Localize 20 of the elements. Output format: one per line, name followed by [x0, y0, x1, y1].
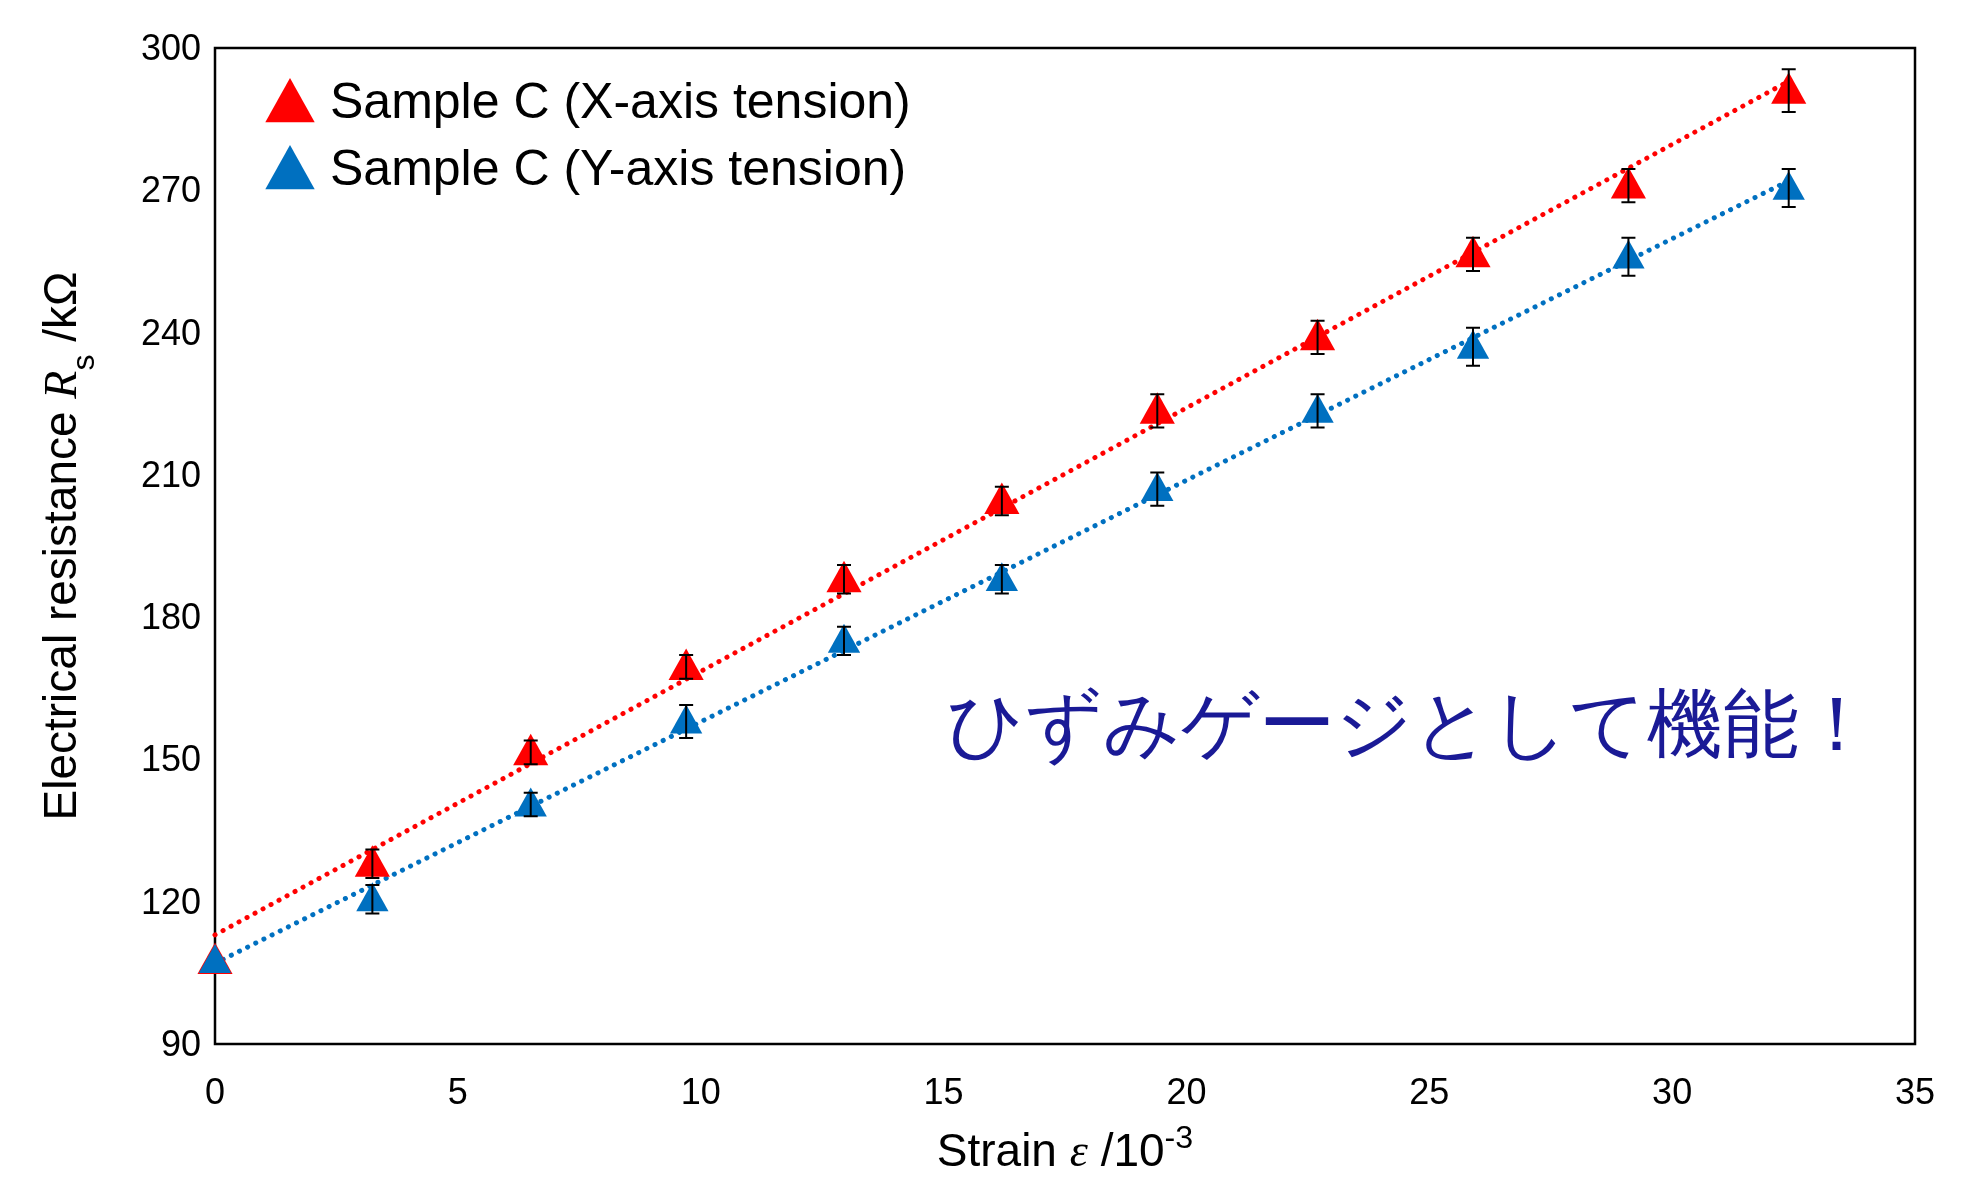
legend-label: Sample C (X-axis tension): [330, 73, 911, 129]
y-tick-label: 120: [140, 880, 201, 922]
y-tick-label: 240: [140, 311, 201, 353]
legend-label: Sample C (Y-axis tension): [330, 140, 907, 196]
x-tick-label: 25: [1409, 1071, 1450, 1112]
annotation: ひずみゲージとして機能！: [947, 681, 1875, 766]
y-tick-label: 210: [140, 453, 201, 495]
x-tick-label: 30: [1652, 1071, 1693, 1112]
x-tick-label: 35: [1894, 1071, 1936, 1112]
y-tick-label: 270: [140, 169, 201, 211]
y-tick-label: 150: [140, 738, 201, 780]
x-tick-label: 0: [204, 1071, 226, 1112]
x-axis-title: Strain ε /10$^{-3}$: [936, 1119, 1194, 1176]
y-tick-label: 300: [140, 27, 201, 68]
y-tick-label: 90: [160, 1023, 201, 1064]
x-tick-label: 20: [1166, 1071, 1207, 1112]
x-tick-label: 15: [923, 1071, 964, 1112]
x-tick-label: 10: [680, 1071, 721, 1112]
x-tick-label: 5: [447, 1071, 468, 1112]
y-tick-label: 180: [140, 596, 201, 638]
